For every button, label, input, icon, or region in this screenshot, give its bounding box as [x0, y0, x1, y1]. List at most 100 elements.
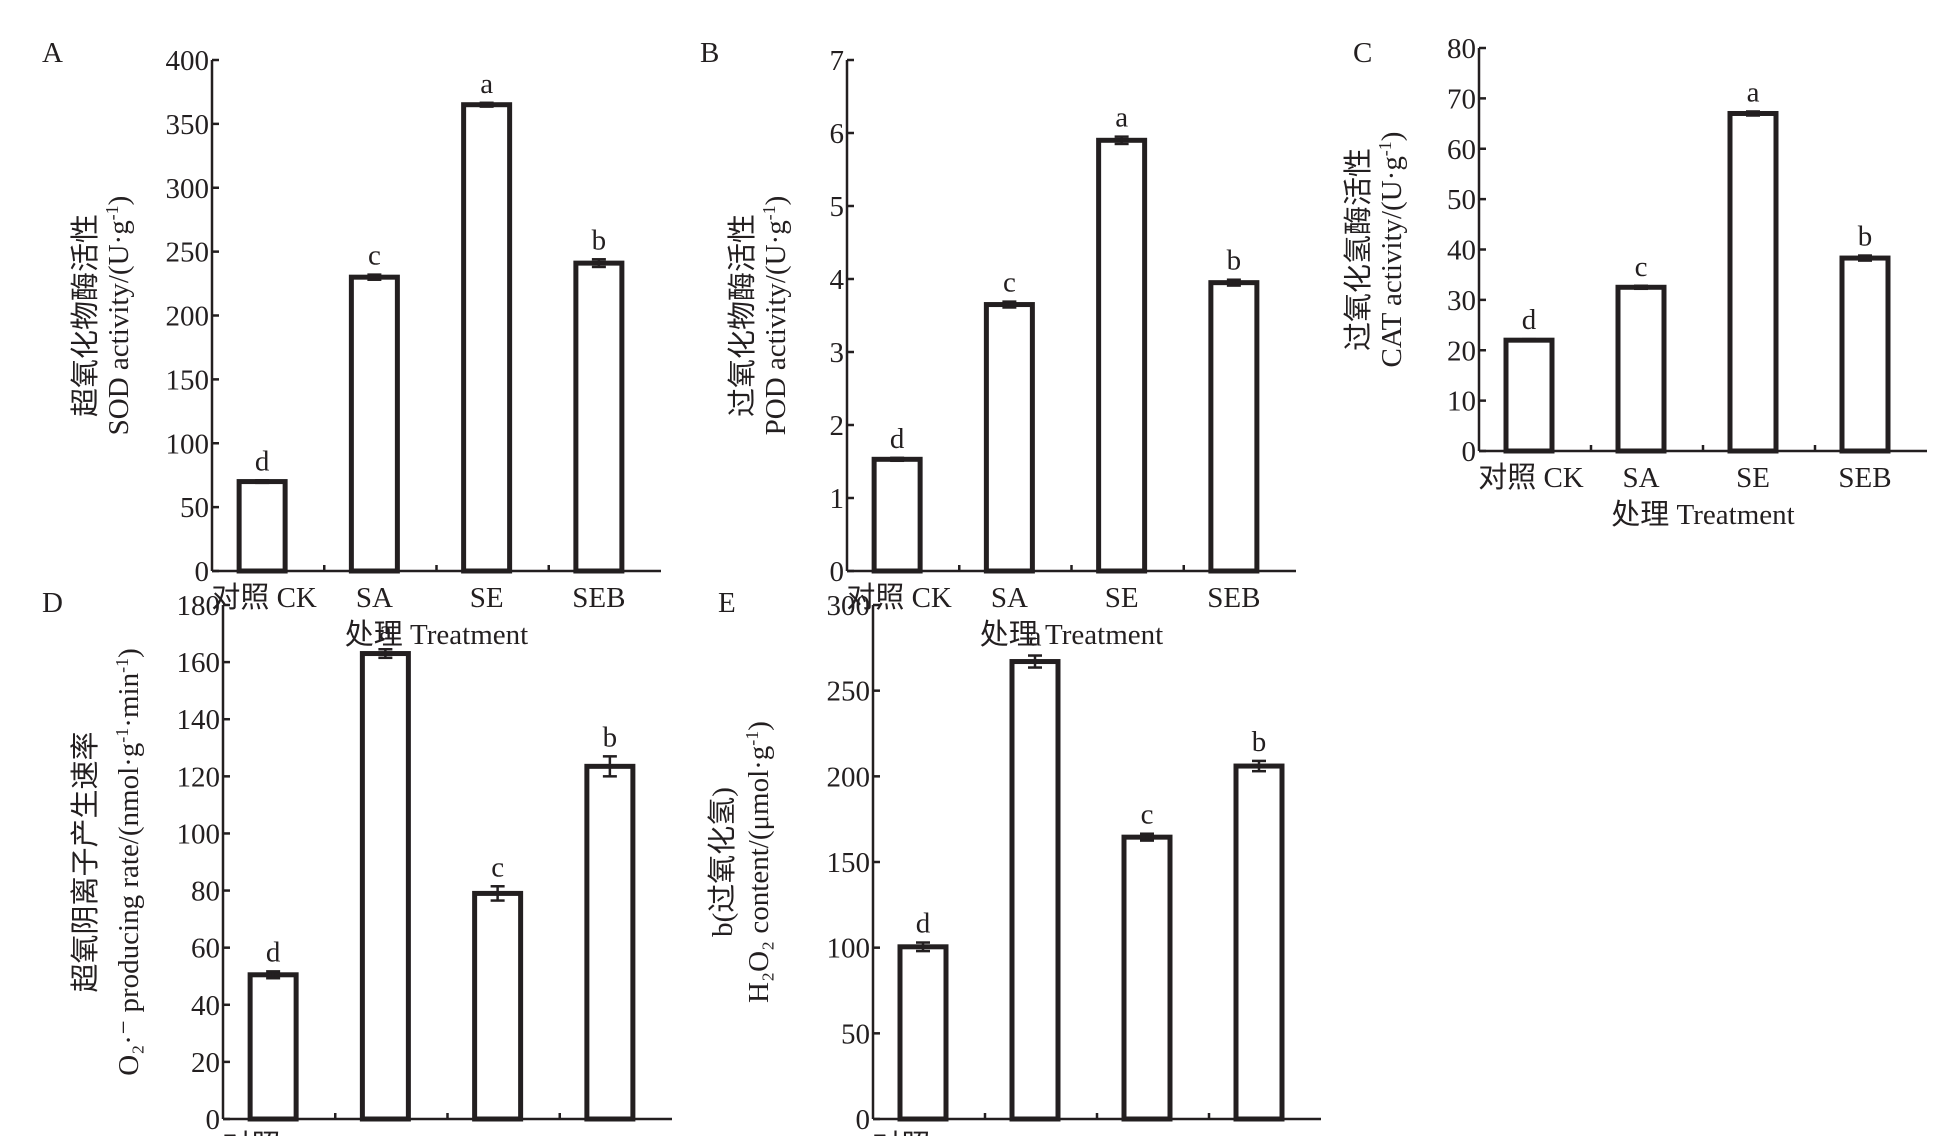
- significance-label: c: [1003, 267, 1016, 299]
- category-label: SEB: [1207, 582, 1260, 614]
- category-label: SEB: [1232, 1130, 1285, 1136]
- bar: [348, 274, 400, 574]
- panel-e: E 0 50 100 150 200 250 300 d 对照 CK a SA c SE b SEB 处理 Tr…: [706, 587, 1321, 1136]
- y-tick-label: 350: [166, 109, 210, 141]
- y-tick-label: 40: [191, 990, 220, 1022]
- y-tick-label: 7: [830, 45, 845, 77]
- significance-label: b: [603, 721, 618, 753]
- y-tick-label: 100: [827, 933, 871, 965]
- y-tick-label: 0: [1462, 436, 1477, 468]
- y-tick-label: 50: [1447, 184, 1476, 216]
- y-tick-label: 3: [830, 337, 845, 369]
- significance-label: a: [1029, 621, 1042, 653]
- y-tick-label: 2: [830, 410, 845, 442]
- significance-label: b: [592, 224, 607, 256]
- significance-label: c: [491, 851, 504, 883]
- bar: [1615, 284, 1667, 454]
- panel-letter: E: [718, 587, 736, 619]
- y-tick-label: 50: [180, 492, 209, 524]
- bar: [1839, 255, 1891, 454]
- y-axis-title-cn: 超氧阴离子产生速率: [69, 731, 102, 992]
- significance-label: c: [368, 240, 381, 272]
- y-axis-title-en: CAT activity/(U·g-1): [1375, 132, 1408, 368]
- y-tick-label: 250: [166, 237, 210, 269]
- y-axis-title-en: SOD activity/(U·g-1): [102, 196, 135, 436]
- y-axis-title-en: POD activity/(U·g-1): [759, 196, 792, 436]
- y-tick-label: 160: [177, 647, 221, 679]
- y-tick-label: 300: [166, 173, 210, 205]
- y-tick-label: 100: [177, 818, 221, 850]
- y-tick-label: 30: [1447, 285, 1476, 317]
- y-tick-label: 0: [830, 556, 845, 588]
- y-tick-label: 200: [166, 301, 210, 333]
- bar: [1233, 763, 1285, 1122]
- significance-label: c: [1141, 799, 1154, 831]
- y-axis-title-cn: 过氧化物酶活性: [726, 214, 759, 417]
- category-label: SA: [1016, 1130, 1053, 1136]
- category-label: SA: [1622, 462, 1659, 494]
- category-label: 对照 CK: [211, 581, 317, 614]
- bar: [983, 302, 1035, 574]
- y-axis-title-cn: b(过氧化氢): [706, 787, 739, 937]
- category-label: 对照 CK: [872, 1129, 978, 1136]
- category-label: SEB: [583, 1130, 636, 1136]
- panel-c: C 0 10 20 30 40 50 60 70 80 d 对照 CK c SA a SE b SEB 处理 Tre…: [1342, 33, 1927, 531]
- significance-label: c: [1635, 251, 1648, 283]
- y-tick-label: 150: [827, 847, 871, 879]
- significance-label: a: [480, 68, 493, 100]
- y-tick-label: 60: [1447, 134, 1476, 166]
- y-tick-label: 0: [856, 1104, 871, 1136]
- y-tick-label: 80: [1447, 33, 1476, 65]
- y-tick-label: 60: [191, 933, 220, 965]
- significance-label: d: [266, 936, 281, 968]
- category-label: SEB: [1838, 462, 1891, 494]
- y-tick-label: 1: [830, 483, 845, 515]
- panel-d: D 0 20 40 60 80 100 120 140 160 180 d 对照 CK a SA c SE b SE…: [42, 587, 672, 1136]
- category-label: SE: [1130, 1130, 1164, 1136]
- y-tick-label: 10: [1447, 386, 1476, 418]
- bar: [1121, 834, 1173, 1122]
- category-label: 对照 CK: [222, 1129, 328, 1136]
- category-label: SA: [367, 1130, 404, 1136]
- y-tick-label: 20: [1447, 335, 1476, 367]
- significance-label: d: [1522, 304, 1537, 336]
- y-tick-label: 5: [830, 191, 845, 223]
- significance-label: b: [1858, 221, 1873, 253]
- y-tick-label: 300: [827, 590, 871, 622]
- bar: [1503, 337, 1555, 454]
- y-axis-title-cn: 过氧化氢酶活性: [1342, 148, 1375, 351]
- y-axis-title-en: H₂O₂ content/(μmol·g-1): [742, 721, 775, 1003]
- significance-label: b: [1227, 245, 1242, 277]
- x-axis-title: 处理 Treatment: [1611, 498, 1794, 531]
- y-tick-label: 150: [166, 364, 210, 396]
- y-tick-label: 140: [177, 704, 221, 736]
- y-tick-label: 40: [1447, 235, 1476, 267]
- y-tick-label: 50: [841, 1018, 870, 1050]
- significance-label: d: [916, 908, 931, 940]
- category-label: SEB: [572, 582, 625, 614]
- bar: [247, 972, 299, 1122]
- category-label: 对照 CK: [1478, 461, 1584, 494]
- bar: [1208, 280, 1260, 574]
- panel-letter: C: [1353, 37, 1372, 69]
- y-tick-label: 250: [827, 676, 871, 708]
- y-tick-label: 200: [827, 761, 871, 793]
- x-axis-title: 处理 Treatment: [980, 618, 1163, 651]
- y-tick-label: 100: [166, 428, 210, 460]
- bar: [236, 479, 288, 574]
- bar: [897, 944, 949, 1122]
- y-tick-label: 180: [177, 590, 221, 622]
- significance-label: a: [379, 614, 392, 646]
- panel-letter: A: [42, 37, 63, 69]
- y-tick-label: 0: [206, 1104, 221, 1136]
- bar: [1096, 137, 1148, 574]
- y-axis-title-cn: 超氧化物酶活性: [69, 214, 102, 417]
- y-tick-label: 4: [830, 264, 845, 296]
- x-axis-title: 处理 Treatment: [345, 618, 528, 651]
- category-label: SE: [1105, 582, 1139, 614]
- category-label: SE: [481, 1130, 515, 1136]
- significance-label: d: [255, 445, 270, 477]
- panel-letter: D: [42, 587, 63, 619]
